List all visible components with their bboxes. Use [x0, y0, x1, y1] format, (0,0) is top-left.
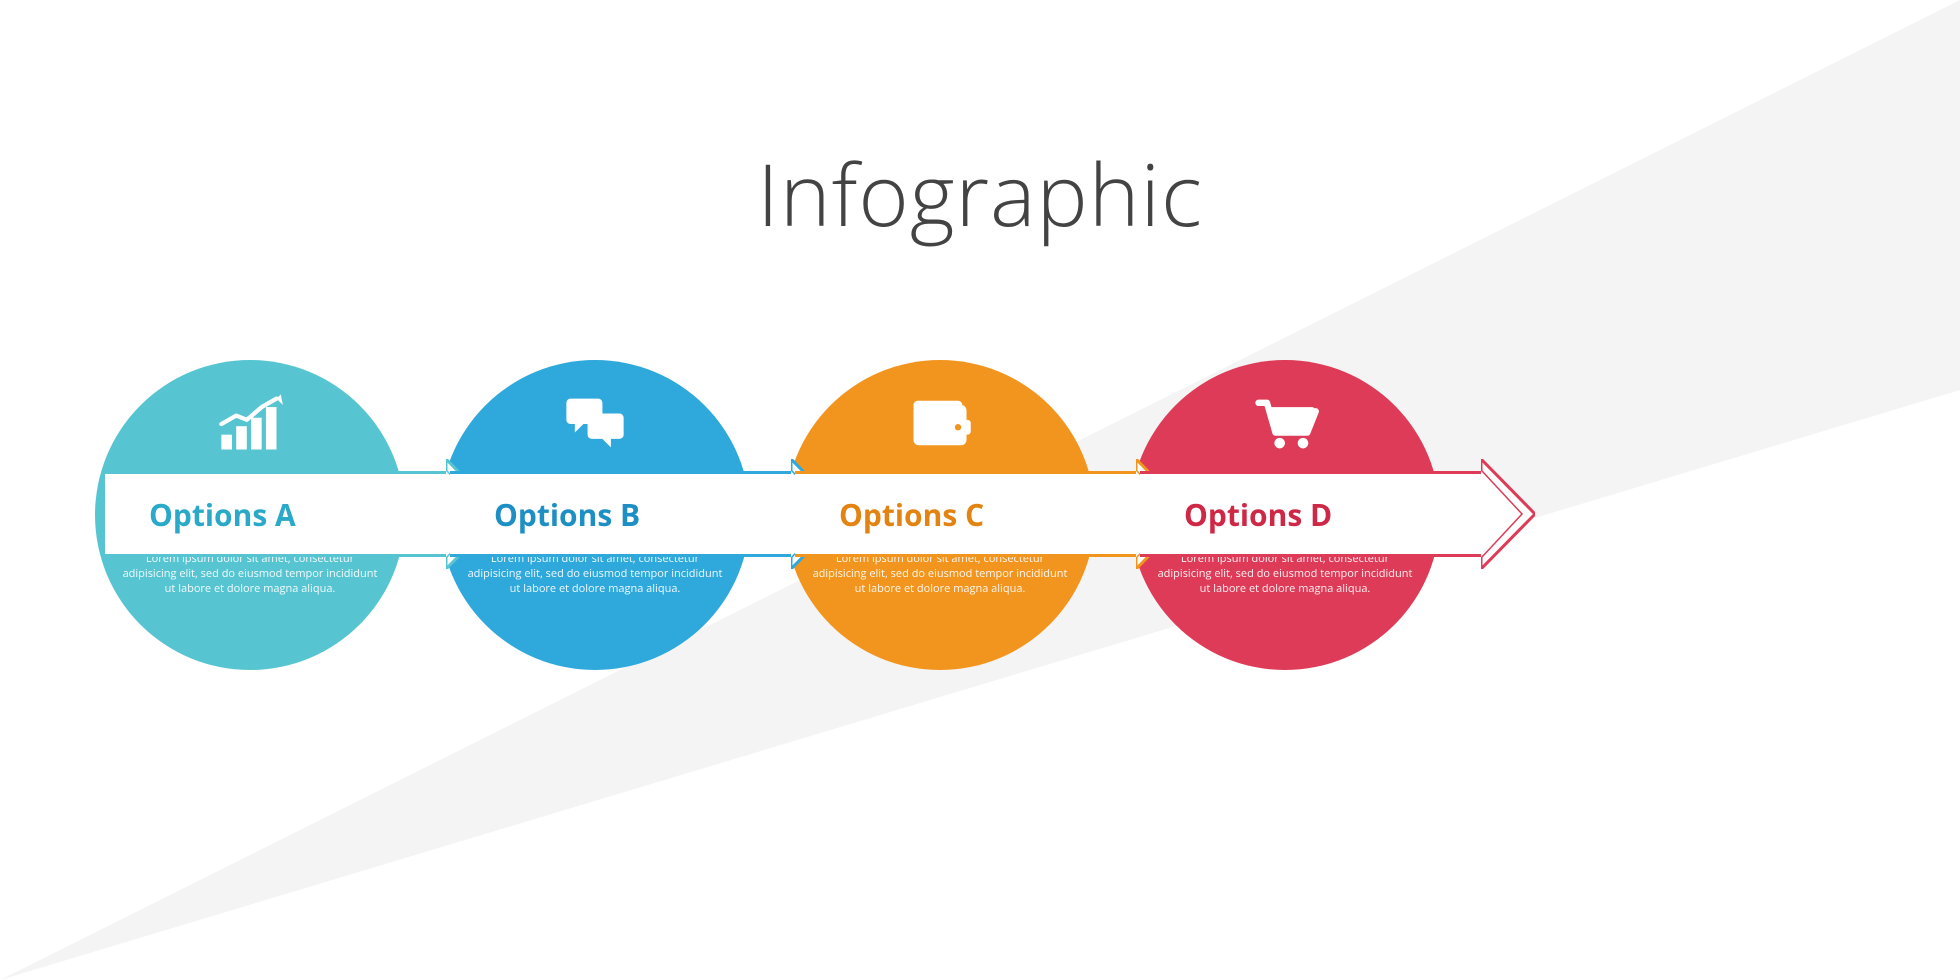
option-arrow-b: Options B [450, 471, 845, 557]
option-label-a: Options A [105, 471, 450, 557]
option-arrow-d: Options D [1140, 471, 1535, 557]
option-description-b: Lorem ipsum dolor sit amet, consectetur … [464, 552, 726, 597]
options-row: Lorem ipsum dolor sit amet, consectetur … [95, 355, 1890, 675]
option-label-c: Options C [795, 471, 1140, 557]
chart-growth-icon [210, 388, 290, 458]
wallet-icon [900, 388, 980, 458]
option-label-d: Options D [1140, 471, 1485, 557]
option-description-a: Lorem ipsum dolor sit amet, consectetur … [119, 552, 381, 597]
shopping-cart-icon [1245, 388, 1325, 458]
page-title: Infographic [0, 135, 1960, 252]
option-description-c: Lorem ipsum dolor sit amet, consectetur … [809, 552, 1071, 597]
option-description-d: Lorem ipsum dolor sit amet, consectetur … [1154, 552, 1416, 597]
arrow-head-icon [1481, 459, 1535, 569]
option-arrow-a: Options A [105, 471, 500, 557]
option-arrow-c: Options C [795, 471, 1190, 557]
option-label-b: Options B [450, 471, 795, 557]
chat-bubbles-icon [555, 388, 635, 458]
